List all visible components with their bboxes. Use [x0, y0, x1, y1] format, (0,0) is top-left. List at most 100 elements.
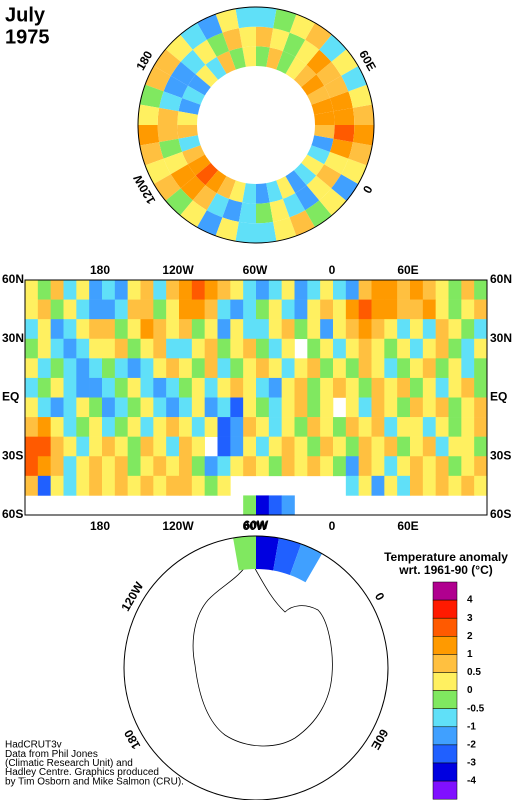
anomaly-cell: [448, 377, 462, 398]
anomaly-cell: [281, 495, 295, 516]
anomaly-cell: [230, 280, 244, 300]
legend-swatch: [432, 581, 458, 601]
anomaly-cell: [307, 358, 321, 379]
legend-label: 0: [467, 685, 473, 696]
polar-anomaly-cell: [178, 98, 201, 115]
anomaly-cell: [114, 358, 128, 379]
lat-label-right: 60N: [490, 272, 512, 286]
anomaly-cell: [25, 436, 39, 457]
anomaly-cell: [217, 280, 231, 300]
anomaly-cell: [435, 417, 449, 437]
anomaly-cell: [474, 436, 488, 457]
anomaly-cell: [25, 377, 39, 398]
anomaly-cell: [140, 377, 154, 398]
anomaly-cell: [166, 475, 180, 496]
anomaly-cell: [243, 397, 257, 418]
polar-lon-label: 120E: [242, 0, 270, 3]
polar-anomaly-cell: [319, 34, 347, 62]
anomaly-cell: [25, 338, 39, 359]
polar-anomaly-cell: [348, 142, 373, 166]
anomaly-cell: [153, 397, 167, 418]
anomaly-cell: [102, 377, 116, 398]
anomaly-cell: [435, 377, 449, 398]
polar-anomaly-cell: [282, 193, 306, 218]
anomaly-cell: [422, 475, 436, 496]
anomaly-cell: [230, 377, 244, 398]
polar-anomaly-cell: [138, 125, 160, 146]
anomaly-cell: [294, 456, 308, 477]
anomaly-cell: [63, 338, 77, 359]
anomaly-cell: [320, 397, 334, 418]
anomaly-cell: [435, 299, 449, 320]
anomaly-cell: [204, 417, 218, 437]
polar-anomaly-cell: [307, 145, 330, 165]
polar-anomaly-cell: [177, 125, 198, 139]
lon-label-top: 60E: [397, 263, 418, 277]
anomaly-cell: [50, 299, 64, 320]
anomaly-cell: [294, 377, 308, 398]
anomaly-cell: [76, 417, 90, 437]
anomaly-cell: [294, 299, 308, 320]
anomaly-cell: [448, 456, 462, 477]
north-polar-map: 120E60E0120W180: [130, 0, 379, 244]
anomaly-cell: [256, 338, 270, 359]
anomaly-cell: [76, 338, 90, 359]
anomaly-cell: [384, 377, 398, 398]
anomaly-cell: [63, 299, 77, 320]
anomaly-cell: [461, 417, 475, 437]
legend-swatch: [432, 690, 458, 709]
anomaly-cell: [333, 338, 347, 359]
lon-label-bottom: 120W: [162, 519, 194, 533]
anomaly-cell: [422, 280, 436, 300]
anomaly-cell: [114, 280, 128, 300]
anomaly-cell: [191, 338, 205, 359]
polar-anomaly-cell: [205, 56, 227, 80]
anomaly-cell: [281, 280, 295, 300]
anomaly-cell: [102, 456, 116, 477]
anomaly-cell: [230, 338, 244, 359]
anomaly-cell: [50, 358, 64, 379]
anomaly-cell: [166, 319, 180, 340]
anomaly-cell: [37, 417, 51, 437]
anomaly-cell: [333, 319, 347, 340]
anomaly-cell: [37, 319, 51, 340]
anomaly-cell: [281, 338, 295, 359]
anomaly-cell: [191, 397, 205, 418]
polar-anomaly-cell: [165, 188, 193, 216]
anomaly-cell: [320, 338, 334, 359]
anomaly-cell: [371, 475, 385, 496]
anomaly-cell: [217, 397, 231, 418]
anomaly-cell: [410, 475, 424, 496]
anomaly-cell: [256, 377, 270, 398]
anomaly-cell: [204, 397, 218, 418]
polar-anomaly-cell: [170, 164, 196, 189]
polar-anomaly-cell: [293, 64, 317, 88]
anomaly-cell: [166, 358, 180, 379]
anomaly-cell: [102, 338, 116, 359]
polar-anomaly-cell: [222, 198, 243, 222]
anomaly-cell: [435, 319, 449, 340]
anomaly-cell: [127, 417, 141, 437]
anomaly-cell: [179, 436, 193, 457]
anomaly-cell: [307, 377, 321, 398]
polar-anomaly-cell: [222, 28, 243, 52]
anomaly-cell: [127, 299, 141, 320]
anomaly-cell: [76, 475, 90, 496]
anomaly-cell: [461, 280, 475, 300]
anomaly-cell: [89, 417, 103, 437]
legend-swatch: [432, 617, 458, 637]
anomaly-cell: [243, 319, 257, 340]
anomaly-cell: [89, 280, 103, 300]
polar-anomaly-cell: [319, 188, 347, 216]
anomaly-cell: [89, 358, 103, 379]
anomaly-cell: [243, 299, 257, 320]
anomaly-cell: [153, 417, 167, 437]
anomaly-cell: [448, 319, 462, 340]
anomaly-cell: [102, 280, 116, 300]
polar-anomaly-cell: [269, 198, 290, 222]
polar-anomaly-cell: [163, 75, 188, 99]
anomaly-cell: [153, 358, 167, 379]
anomaly-cell: [320, 319, 334, 340]
anomaly-cell: [461, 358, 475, 379]
anomaly-cell: [243, 436, 257, 457]
